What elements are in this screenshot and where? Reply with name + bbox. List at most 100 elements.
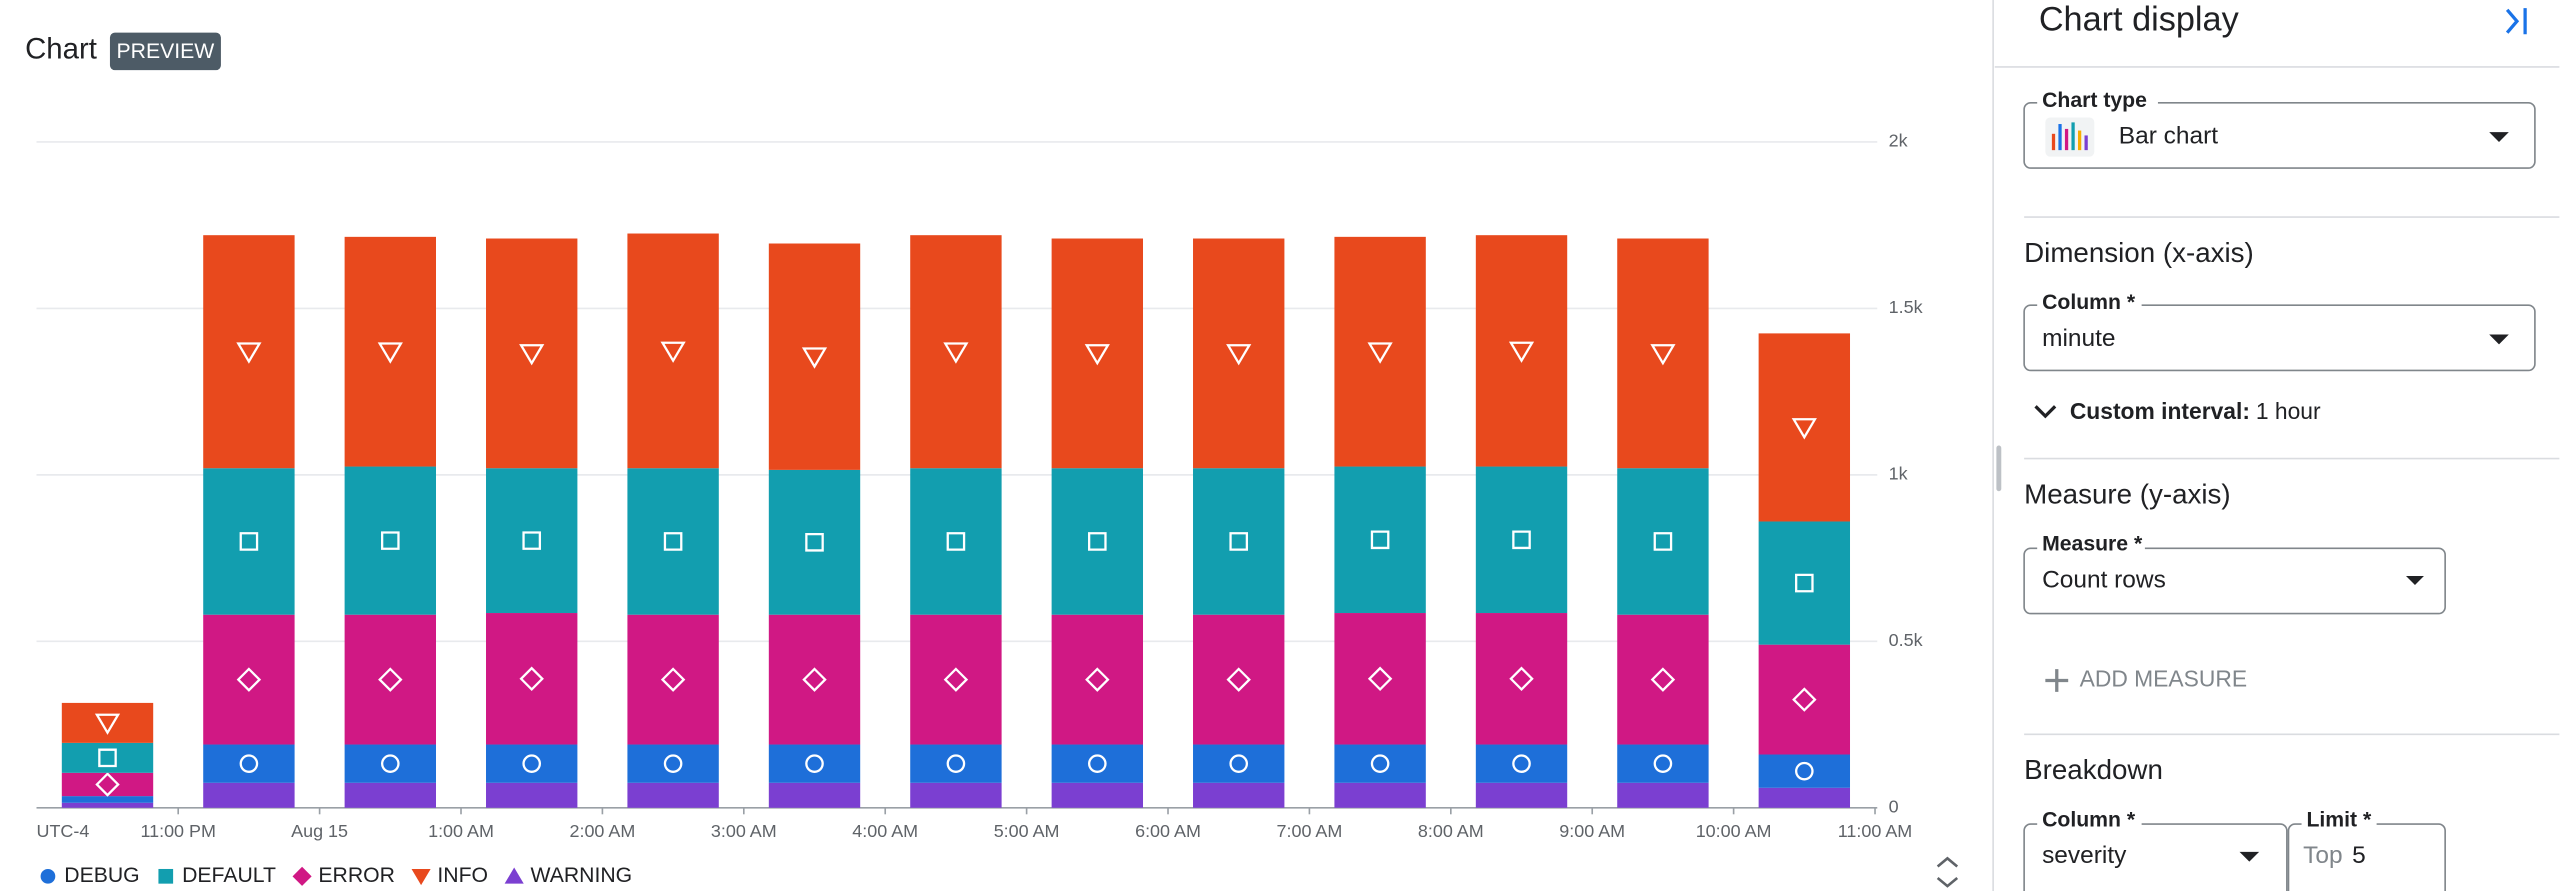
field-label: Column *	[2042, 808, 2136, 831]
bar-segment	[1475, 235, 1568, 467]
x-tick-label: 3:00 AM	[711, 821, 777, 841]
bar-segment	[1193, 744, 1285, 783]
marker	[1088, 754, 1107, 773]
y-tick-label: 1k	[1889, 464, 1908, 484]
bar-segment	[203, 468, 295, 615]
marker	[805, 532, 824, 552]
chart-title: Chart	[25, 32, 97, 65]
marker	[802, 667, 827, 692]
marker	[94, 713, 121, 735]
x-tick-label: Aug 15	[291, 821, 348, 841]
bar-segment	[1617, 468, 1709, 615]
select-value: Bar chart	[2119, 123, 2218, 150]
x-tick-label: 2:00 AM	[570, 821, 636, 841]
bar-segment	[1051, 614, 1144, 745]
marker	[1792, 687, 1817, 712]
bar-segment	[1334, 782, 1426, 808]
bar-segment	[627, 233, 719, 469]
bar-segment	[1051, 744, 1144, 783]
bar-segment	[1475, 782, 1568, 808]
limit-prefix: Top	[2303, 842, 2342, 869]
marker	[1650, 344, 1676, 366]
x-tick-label: 5:00 AM	[994, 821, 1060, 841]
chart-type-select[interactable]	[2023, 101, 2536, 169]
bar-segment	[1334, 744, 1426, 783]
x-tick-label: 7:00 AM	[1277, 821, 1343, 841]
breakdown-column-select[interactable]	[2023, 823, 2288, 896]
expand-icon[interactable]	[1936, 856, 1959, 888]
add-measure-button[interactable]: ADD MEASURE	[2080, 666, 2247, 692]
bar-segment	[627, 782, 719, 808]
marker	[663, 532, 683, 551]
y-tick-label: 2k	[1889, 131, 1908, 151]
bar-segment	[1617, 744, 1709, 783]
x-tick-label: 8:00 AM	[1418, 821, 1484, 841]
bar-segment	[344, 744, 436, 783]
column-select[interactable]	[2023, 304, 2536, 372]
marker	[1650, 667, 1676, 692]
bar-segment	[61, 772, 154, 797]
bar-segment	[344, 466, 436, 615]
x-tick-label: 1:00 AM	[428, 821, 494, 841]
marker	[504, 867, 524, 884]
bar-segment	[61, 802, 154, 808]
y-tick-label: 0	[1889, 797, 1899, 817]
bar-segment	[768, 782, 861, 808]
x-tick-label: 9:00 AM	[1559, 821, 1625, 841]
timezone-label: UTC-4	[37, 821, 90, 841]
bar-segment	[1617, 782, 1709, 808]
bar-segment	[768, 744, 861, 783]
badge-bg	[109, 32, 221, 71]
panel-title: Chart display	[2039, 0, 2240, 38]
measure-select[interactable]	[2023, 547, 2446, 615]
marker	[1370, 754, 1390, 773]
marker	[522, 754, 542, 773]
marker	[1653, 532, 1673, 551]
marker	[943, 667, 969, 692]
bar-segment	[203, 782, 295, 808]
x-tick-label: 4:00 AM	[852, 821, 918, 841]
marker	[378, 667, 403, 692]
dropdown-arrow	[2489, 132, 2509, 142]
bar-segment	[1051, 238, 1144, 469]
bar-segment	[627, 614, 719, 745]
bar-segment	[1758, 333, 1851, 522]
bar-segment	[1758, 644, 1851, 755]
label-bg	[2037, 293, 2142, 314]
marker	[381, 754, 400, 773]
legend-label: DEBUG	[64, 864, 139, 887]
marker	[236, 667, 262, 692]
limit-value: 5	[2352, 842, 2366, 869]
x-tick-label: 11:00 PM	[140, 821, 215, 841]
bar-segment	[486, 238, 578, 469]
label-bg	[2301, 811, 2377, 831]
collapse-icon[interactable]	[2505, 8, 2527, 35]
chevron[interactable]	[2034, 405, 2057, 419]
marker	[943, 342, 969, 364]
marker	[1084, 344, 1110, 366]
marker	[381, 531, 400, 550]
bar-segment	[1334, 466, 1426, 614]
marker	[377, 342, 403, 364]
bar-segment	[910, 782, 1002, 808]
bar-segment	[486, 744, 578, 783]
marker	[519, 344, 545, 366]
marker	[98, 748, 117, 768]
bar-segment	[768, 469, 861, 615]
bar-segment	[344, 236, 436, 467]
resize-handle[interactable]	[1996, 445, 2002, 492]
bar-segment	[203, 235, 295, 469]
field-label: Chart type	[2042, 89, 2147, 112]
legend-label: ERROR	[318, 864, 395, 887]
bar-segment	[1051, 468, 1144, 615]
marker	[1795, 761, 1814, 781]
marker	[411, 868, 431, 886]
field-label: Column *	[2042, 291, 2136, 314]
bar-segment	[910, 614, 1002, 745]
marker	[519, 666, 544, 691]
select-value: Count rows	[2042, 566, 2166, 593]
plus-icon[interactable]	[2045, 669, 2069, 692]
bar-segment	[910, 744, 1002, 783]
